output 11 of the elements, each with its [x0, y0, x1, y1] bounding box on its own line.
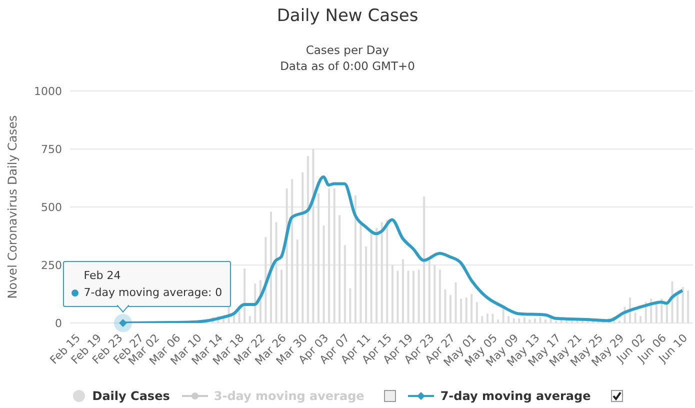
- y-tick-label: 1000: [34, 84, 62, 98]
- y-tick-label: 0: [55, 316, 62, 330]
- annotation: Feb 24 7-day moving average: 0: [84, 268, 222, 301]
- chart-subtitle: Cases per Day Data as of 0:00 GMT+0: [279, 42, 416, 74]
- y-tick-label: 750: [41, 142, 62, 156]
- legend-label: 7-day moving average: [440, 389, 591, 403]
- y-tick-label: 250: [41, 258, 62, 272]
- legend-label: Daily Cases: [92, 389, 170, 403]
- chart-title: Daily New Cases: [276, 6, 420, 26]
- y-axis-title: Novel Coronavirus Daily Cases: [5, 115, 20, 299]
- y-tick-label: 500: [41, 200, 62, 214]
